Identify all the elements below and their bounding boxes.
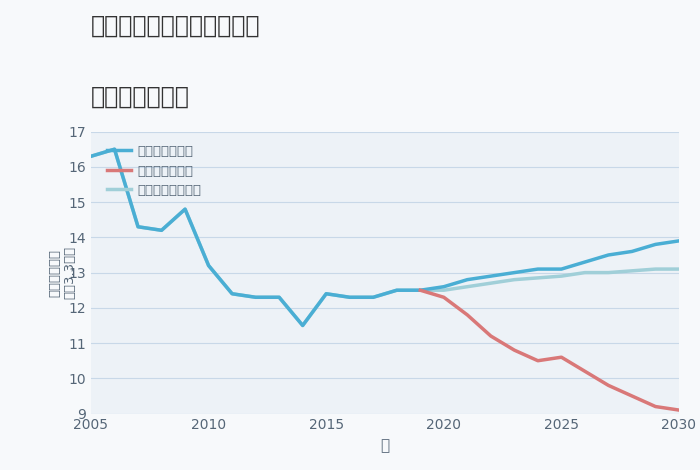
- バッドシナリオ: [628, 393, 636, 399]
- バッドシナリオ: [675, 407, 683, 413]
- ノーマルシナリオ: [510, 277, 519, 282]
- バッドシナリオ: [604, 383, 612, 388]
- グッドシナリオ: [533, 266, 542, 272]
- グッドシナリオ: [251, 294, 260, 300]
- Text: 土地の価格推移: 土地の価格推移: [91, 85, 190, 109]
- グッドシナリオ: [369, 294, 377, 300]
- ノーマルシナリオ: [393, 288, 401, 293]
- グッドシナリオ: [440, 284, 448, 290]
- ノーマルシナリオ: [651, 266, 659, 272]
- ノーマルシナリオ: [87, 153, 95, 159]
- ノーマルシナリオ: [134, 224, 142, 229]
- バッドシナリオ: [510, 347, 519, 353]
- ノーマルシナリオ: [369, 294, 377, 300]
- Line: グッドシナリオ: グッドシナリオ: [91, 149, 679, 326]
- ノーマルシナリオ: [322, 291, 330, 297]
- グッドシナリオ: [158, 227, 166, 233]
- グッドシナリオ: [393, 288, 401, 293]
- グッドシナリオ: [510, 270, 519, 275]
- グッドシナリオ: [204, 263, 213, 268]
- Legend: グッドシナリオ, バッドシナリオ, ノーマルシナリオ: グッドシナリオ, バッドシナリオ, ノーマルシナリオ: [104, 141, 206, 201]
- バッドシナリオ: [416, 288, 424, 293]
- ノーマルシナリオ: [298, 323, 307, 329]
- ノーマルシナリオ: [251, 294, 260, 300]
- グッドシナリオ: [628, 249, 636, 254]
- ノーマルシナリオ: [158, 227, 166, 233]
- バッドシナリオ: [486, 333, 495, 339]
- ノーマルシナリオ: [675, 266, 683, 272]
- ノーマルシナリオ: [628, 268, 636, 274]
- グッドシナリオ: [181, 206, 189, 212]
- バッドシナリオ: [557, 354, 566, 360]
- グッドシナリオ: [604, 252, 612, 258]
- Y-axis label: 単価（万円）
坪（3.3㎡）: 単価（万円） 坪（3.3㎡）: [49, 246, 77, 299]
- ノーマルシナリオ: [346, 294, 354, 300]
- グッドシナリオ: [298, 323, 307, 329]
- ノーマルシナリオ: [440, 288, 448, 293]
- グッドシナリオ: [557, 266, 566, 272]
- バッドシナリオ: [581, 368, 589, 374]
- グッドシナリオ: [87, 153, 95, 159]
- グッドシナリオ: [346, 294, 354, 300]
- ノーマルシナリオ: [557, 273, 566, 279]
- バッドシナリオ: [651, 404, 659, 409]
- ノーマルシナリオ: [581, 270, 589, 275]
- グッドシナリオ: [581, 259, 589, 265]
- グッドシナリオ: [322, 291, 330, 297]
- グッドシナリオ: [228, 291, 237, 297]
- ノーマルシナリオ: [416, 288, 424, 293]
- ノーマルシナリオ: [275, 294, 284, 300]
- バッドシナリオ: [533, 358, 542, 364]
- X-axis label: 年: 年: [380, 438, 390, 453]
- ノーマルシナリオ: [181, 206, 189, 212]
- バッドシナリオ: [440, 294, 448, 300]
- ノーマルシナリオ: [486, 281, 495, 286]
- Text: 三重県桑名市長島町大倉の: 三重県桑名市長島町大倉の: [91, 14, 260, 38]
- グッドシナリオ: [651, 242, 659, 247]
- ノーマルシナリオ: [228, 291, 237, 297]
- グッドシナリオ: [463, 277, 472, 282]
- ノーマルシナリオ: [533, 275, 542, 281]
- ノーマルシナリオ: [204, 263, 213, 268]
- グッドシナリオ: [416, 288, 424, 293]
- ノーマルシナリオ: [111, 147, 119, 152]
- グッドシナリオ: [486, 273, 495, 279]
- ノーマルシナリオ: [604, 270, 612, 275]
- ノーマルシナリオ: [463, 284, 472, 290]
- グッドシナリオ: [134, 224, 142, 229]
- バッドシナリオ: [463, 312, 472, 318]
- グッドシナリオ: [111, 147, 119, 152]
- Line: ノーマルシナリオ: ノーマルシナリオ: [91, 149, 679, 326]
- グッドシナリオ: [275, 294, 284, 300]
- Line: バッドシナリオ: バッドシナリオ: [420, 290, 679, 410]
- グッドシナリオ: [675, 238, 683, 243]
